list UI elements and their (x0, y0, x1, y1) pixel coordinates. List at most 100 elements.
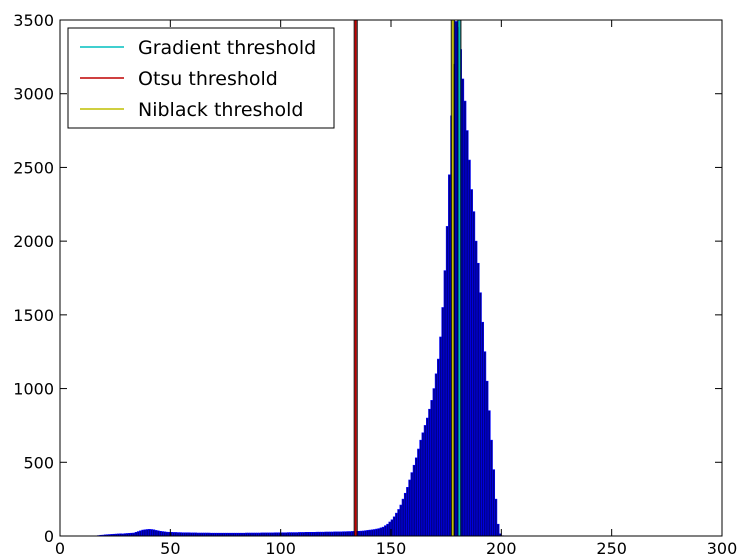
histogram-bar (377, 528, 381, 537)
histogram-bar (487, 410, 491, 537)
threshold-lines (353, 20, 462, 536)
histogram-bar (392, 516, 396, 537)
histogram-bar (165, 531, 169, 537)
histogram-bar (492, 469, 496, 537)
histogram-bar (419, 439, 423, 537)
histogram-bar (417, 448, 420, 537)
y-tick-label: 3000 (13, 85, 54, 104)
histogram-bar (428, 408, 432, 537)
histogram-bar (298, 532, 301, 537)
histogram-bar (346, 531, 350, 537)
y-tick-label: 1000 (13, 380, 54, 399)
histogram-bar (496, 523, 500, 537)
histogram-bar (300, 532, 304, 537)
histogram-bar (150, 529, 153, 537)
histogram-bar (437, 358, 440, 537)
histogram-bar (373, 529, 376, 537)
histogram-bar (432, 388, 436, 537)
histogram-bar (465, 130, 469, 537)
legend: Gradient threshold Otsu threshold Niblack … (67, 27, 335, 129)
histogram-bar (178, 532, 182, 537)
x-tick-label: 100 (265, 539, 296, 558)
histogram-bar (293, 532, 297, 537)
histogram-bar (337, 531, 341, 537)
histogram-bar (364, 530, 368, 537)
histogram-bar (441, 307, 445, 537)
histogram-bar (461, 78, 465, 537)
histogram-bar (161, 531, 165, 537)
histogram-bar (426, 417, 429, 537)
histogram-bar (494, 498, 498, 537)
histogram-bar (408, 479, 412, 537)
histogram-bar (448, 174, 451, 537)
histogram-bar (289, 532, 292, 537)
legend-label: Otsu threshold (138, 68, 278, 90)
histogram-bar (370, 529, 374, 537)
histogram-bar (317, 531, 321, 537)
histogram-bar (384, 525, 387, 537)
histogram-bar (136, 531, 140, 537)
histogram-bar (406, 487, 409, 537)
histogram-bar (315, 531, 319, 537)
histogram-bar (302, 532, 306, 537)
x-tick-label: 150 (376, 539, 407, 558)
histogram-bar (381, 526, 385, 537)
histogram-bar (443, 270, 447, 537)
histogram-bar (430, 400, 434, 537)
histogram-bar (306, 532, 310, 537)
histogram-bar (143, 529, 147, 537)
histogram-bar (445, 226, 449, 537)
histogram-bar (434, 373, 438, 537)
histogram-bar (348, 531, 352, 537)
histogram-bar (476, 262, 480, 537)
histogram-bar (174, 532, 178, 537)
histogram-bar (152, 529, 156, 537)
histogram-bar (311, 532, 315, 537)
histogram-bar (326, 531, 330, 537)
x-tick-label: 50 (160, 539, 180, 558)
legend-label: Niblack threshold (138, 99, 303, 121)
histogram-bar (286, 532, 290, 537)
histogram-bar (324, 531, 328, 537)
histogram-bar (414, 457, 418, 537)
histogram-bar (467, 159, 471, 537)
histogram-bar (139, 530, 142, 537)
histogram-bar (410, 472, 414, 537)
histogram-bar (386, 523, 390, 537)
histogram-bar (481, 321, 484, 537)
histogram-bar (134, 532, 138, 537)
histogram-bar (333, 531, 337, 537)
histogram-bar (375, 528, 379, 537)
histogram-bar (339, 531, 343, 537)
histogram-bar (163, 531, 167, 537)
histogram-bar (304, 532, 308, 537)
y-tick-label: 0 (44, 527, 54, 546)
histogram-bar (483, 351, 487, 537)
histogram-bar (322, 531, 326, 537)
axis-ticks: 0 50 100 150 200 250 3000500100015002000250030… (13, 11, 737, 558)
histogram-bar (439, 336, 443, 537)
histogram-bar (147, 529, 151, 537)
histogram-bar (421, 432, 425, 537)
histogram-bar (395, 512, 398, 537)
histogram-bar (172, 532, 176, 537)
histogram-bar (313, 532, 317, 537)
histogram-bar (350, 531, 354, 537)
histogram-bar (291, 532, 295, 537)
histogram-bar (141, 529, 145, 537)
x-tick-label: 200 (486, 539, 517, 558)
histogram-bar (331, 531, 334, 537)
histogram-bar (397, 509, 401, 537)
histogram-bar (454, 21, 458, 537)
histogram-bar (335, 531, 339, 537)
histogram-bar (328, 531, 332, 537)
x-tick-label: 0 (55, 539, 65, 558)
y-tick-label: 3500 (13, 11, 54, 30)
histogram-bar (357, 530, 361, 537)
x-tick-label: 250 (596, 539, 627, 558)
histogram-bar (379, 527, 383, 537)
y-tick-label: 2500 (13, 158, 54, 177)
histogram-bar (154, 530, 158, 537)
histogram-bar (401, 498, 405, 537)
